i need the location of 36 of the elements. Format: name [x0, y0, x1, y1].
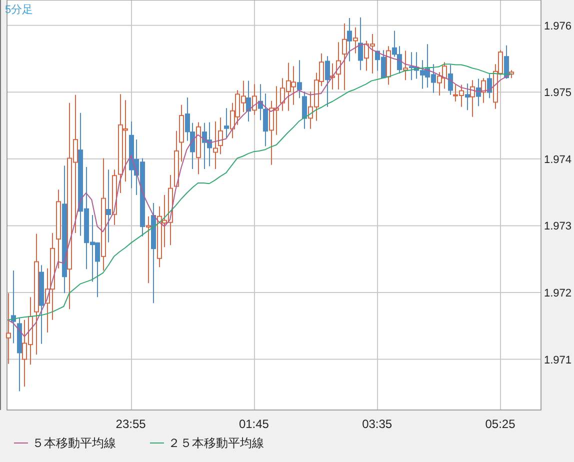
y-tick-label: 1.976 [544, 20, 572, 32]
candlestick [106, 169, 111, 243]
candlestick [218, 117, 223, 155]
x-tick-label: 23:55 [116, 417, 146, 431]
x-tick-label: 05:25 [485, 417, 516, 431]
x-tick-label: 01:45 [238, 417, 270, 431]
legend-label: ５本移動平均線 [32, 436, 116, 450]
candlestick [213, 121, 218, 170]
candlestick [297, 60, 302, 99]
candlestick [487, 74, 492, 99]
y-tick-label: 1.971 [544, 354, 572, 366]
candlestick [325, 56, 330, 108]
candlestick [252, 84, 257, 116]
x-tick-label: 03:35 [362, 417, 392, 431]
candlestick [403, 50, 408, 81]
candlestick [224, 108, 229, 139]
y-tick-label: 1.974 [544, 154, 572, 166]
y-tick-label: 1.975 [544, 87, 572, 100]
candlestick [263, 92, 268, 147]
candlestick [448, 64, 453, 96]
candlestick [504, 44, 509, 80]
candlestick [465, 82, 470, 111]
candlestick [476, 78, 481, 107]
candlestick [481, 78, 486, 104]
candlestick [353, 26, 358, 54]
candlestick [246, 80, 251, 122]
legend-label: ２５本移動平均線 [168, 436, 264, 450]
candlestick [302, 90, 307, 130]
chart-title: 5分足 [5, 4, 34, 16]
candlestick [470, 80, 475, 118]
candlestick [358, 16, 363, 71]
y-tick-label: 1.973 [544, 220, 572, 233]
y-tick-label: 1.972 [544, 287, 572, 300]
candlestick [146, 216, 151, 284]
candlestick [347, 18, 352, 62]
candlestick [342, 22, 347, 91]
